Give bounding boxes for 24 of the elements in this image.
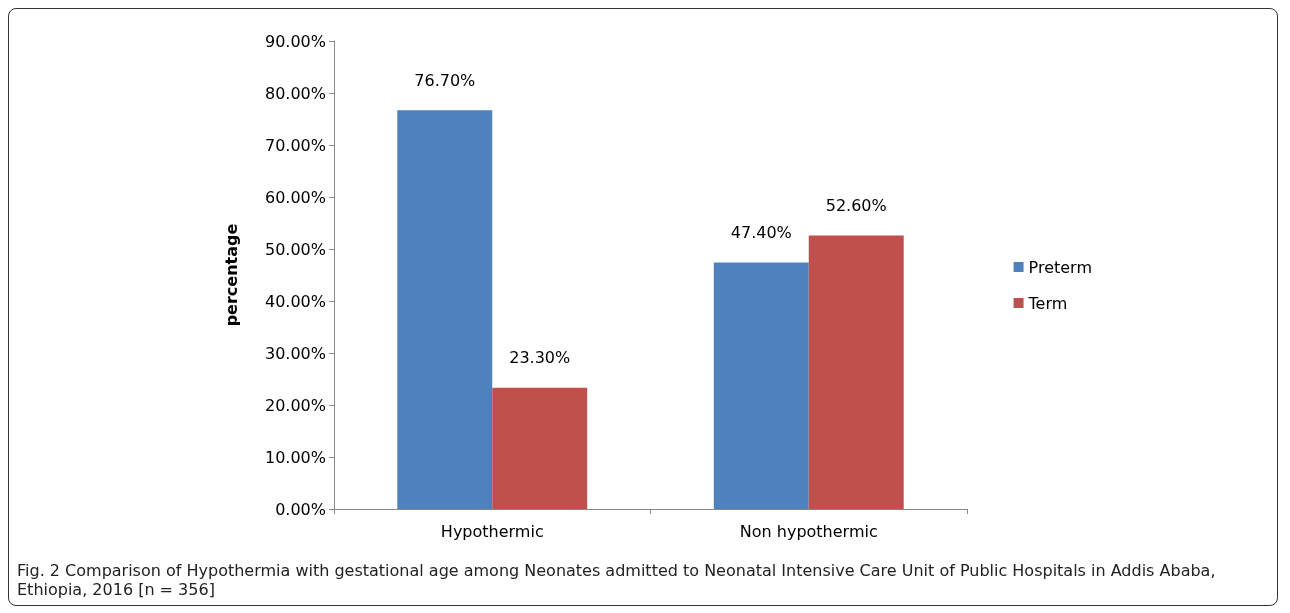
bar — [492, 387, 588, 509]
x-tick-label: Hypothermic — [440, 521, 544, 541]
data-label: 76.70% — [414, 70, 476, 90]
legend-label: Preterm — [1028, 257, 1092, 277]
y-tick-label: 60.00% — [264, 187, 326, 207]
y-tick-label: 90.00% — [264, 31, 326, 51]
x-tick-label: Non hypothermic — [739, 521, 878, 541]
data-label: 47.40% — [730, 223, 792, 243]
data-label: 23.30% — [509, 348, 571, 368]
y-tick-label: 20.00% — [264, 395, 326, 415]
y-tick-label: 70.00% — [264, 135, 326, 155]
caption: Fig. 2 Comparison of Hypothermia with gestational age among Neonates admitted to Neonatal Intensive Care Unit of Public Hospitals in Addis Ababa, Ethiopia, 2016 [n = 356] — [16, 561, 1217, 601]
y-tick-label: 0.00% — [275, 499, 326, 519]
y-tick-label: 30.00% — [264, 343, 326, 363]
bar — [397, 110, 493, 509]
data-label: 52.60% — [825, 195, 887, 215]
y-tick-label: 10.00% — [264, 447, 326, 467]
bar — [713, 262, 809, 509]
legend-label: Term — [1027, 293, 1068, 313]
y-tick-label: 80.00% — [264, 83, 326, 103]
y-tick-label: 40.00% — [264, 291, 326, 311]
y-tick-label: 50.00% — [264, 239, 326, 259]
y-axis-title: percentage — [221, 223, 241, 327]
bar — [808, 235, 904, 509]
